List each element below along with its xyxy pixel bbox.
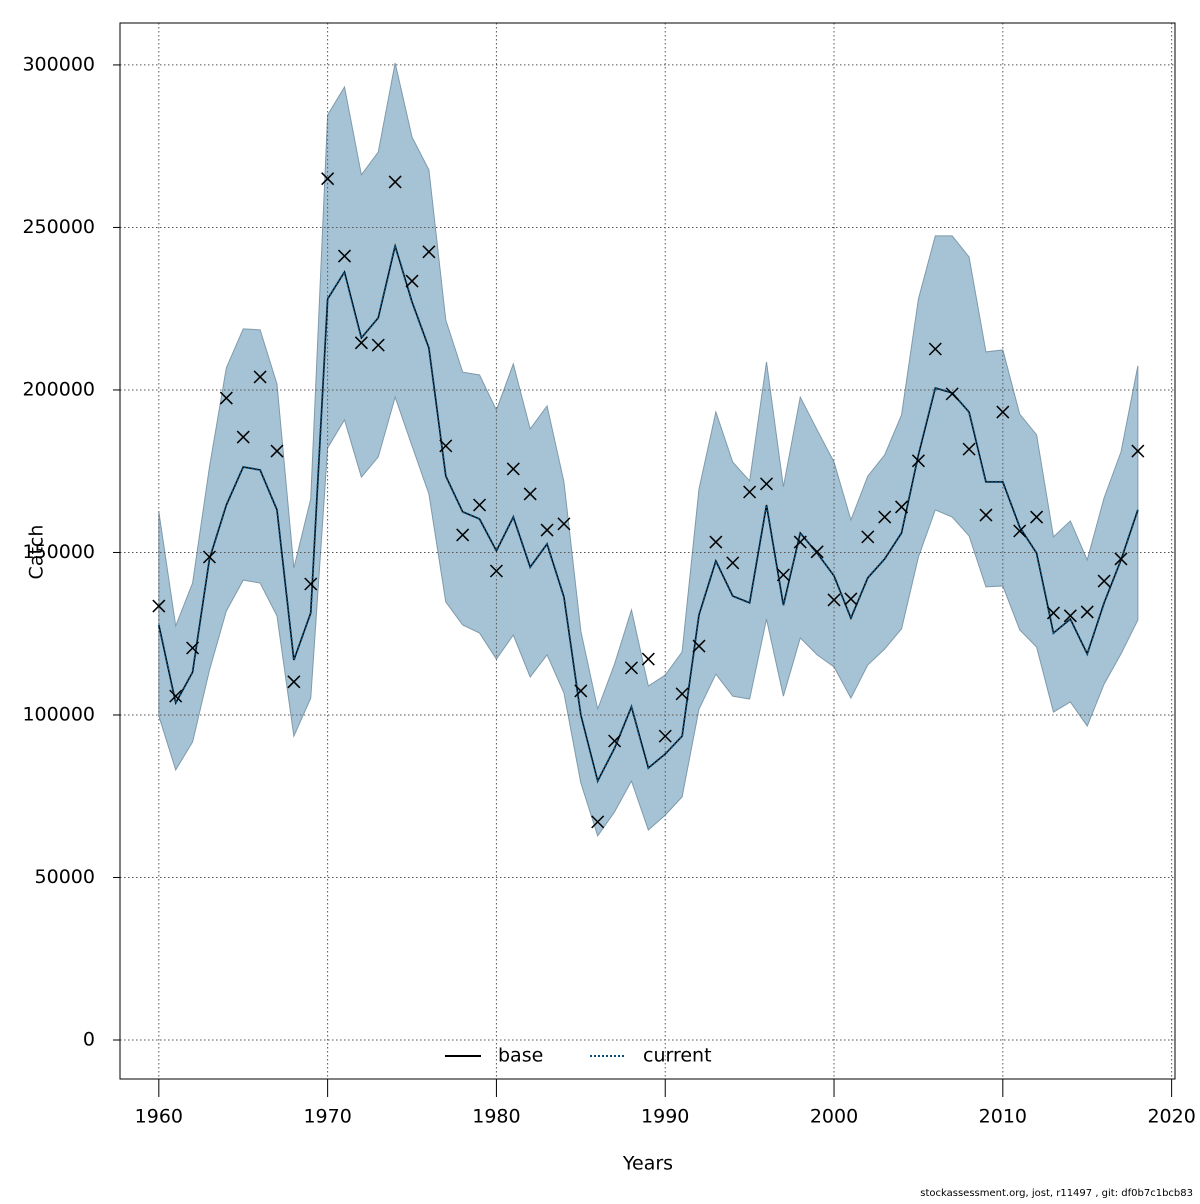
observed-point xyxy=(337,249,352,263)
observed-point xyxy=(793,535,807,549)
observed-point xyxy=(608,734,622,748)
y-tick-label: 300000 xyxy=(22,53,95,75)
observed-point xyxy=(354,336,368,350)
observed-point xyxy=(641,652,655,666)
x-tick-label: 1960 xyxy=(135,1106,183,1128)
observed-point xyxy=(658,729,672,743)
y-tick-label: 50000 xyxy=(35,866,95,888)
x-tick-label: 2020 xyxy=(1147,1106,1195,1128)
y-axis-title: Catch xyxy=(26,525,48,580)
observed-point xyxy=(219,391,233,405)
observed-point xyxy=(911,454,925,468)
observed-point xyxy=(776,568,790,582)
observed-point xyxy=(861,530,875,544)
observed-point xyxy=(169,689,183,703)
observed-point xyxy=(928,342,942,356)
observed-point xyxy=(675,687,689,701)
observed-point xyxy=(1030,510,1044,524)
observed-point xyxy=(1114,552,1128,566)
observed-point xyxy=(1097,574,1111,588)
observed-point xyxy=(456,528,470,542)
observed-point xyxy=(557,517,571,531)
x-axis-title: Years xyxy=(622,1153,673,1175)
observed-point xyxy=(439,439,453,453)
observed-point xyxy=(1046,606,1060,620)
observed-point xyxy=(827,593,841,607)
x-tick-label: 2010 xyxy=(979,1106,1027,1128)
observed-point xyxy=(726,556,740,570)
observed-point xyxy=(388,175,402,189)
plot-frame xyxy=(119,22,1176,1080)
observed-point xyxy=(979,508,993,522)
observed-point xyxy=(523,487,537,501)
y-tick-label: 200000 xyxy=(22,378,95,400)
y-tick-label: 150000 xyxy=(22,541,95,563)
observed-point xyxy=(759,477,774,491)
observed-point xyxy=(473,498,487,512)
observed-point xyxy=(506,462,520,476)
observed-point xyxy=(743,485,757,499)
observed-point xyxy=(540,523,554,537)
observed-point xyxy=(574,684,588,698)
x-tick-label: 1970 xyxy=(303,1106,351,1128)
observed-point xyxy=(287,675,301,689)
observed-point xyxy=(591,815,605,829)
observed-point xyxy=(186,641,200,655)
observed-point xyxy=(152,599,166,613)
observed-point xyxy=(810,545,824,559)
observed-point xyxy=(321,172,335,186)
y-tick-label: 0 xyxy=(83,1028,95,1050)
observed-point xyxy=(1080,605,1094,619)
observed-point xyxy=(692,639,706,653)
observed-point xyxy=(844,592,858,606)
observed-point xyxy=(304,577,318,591)
observed-point xyxy=(709,535,723,549)
observed-point xyxy=(422,245,436,259)
observed-point xyxy=(624,661,638,675)
x-tick-label: 2000 xyxy=(810,1106,858,1128)
observed-point xyxy=(405,274,419,288)
confidence-band xyxy=(158,62,1139,837)
legend-label: current xyxy=(643,1045,712,1067)
y-tick-label: 100000 xyxy=(22,703,95,725)
observed-point xyxy=(945,387,959,401)
observed-point xyxy=(270,444,284,458)
x-tick-label: 1990 xyxy=(641,1106,689,1128)
legend-label: base xyxy=(498,1045,543,1067)
observed-point xyxy=(962,442,976,456)
series-line xyxy=(157,242,1139,784)
observed-point xyxy=(236,430,250,444)
observed-point xyxy=(1013,524,1027,538)
observed-point xyxy=(489,564,503,578)
observed-point xyxy=(878,510,892,524)
observed-point xyxy=(1131,444,1145,458)
observed-point xyxy=(371,338,385,352)
y-tick-label: 250000 xyxy=(22,216,95,238)
observed-point xyxy=(202,550,216,564)
footer: stockassessment.org, jost, r11497 , git:… xyxy=(920,1188,1193,1199)
observed-point xyxy=(895,500,909,514)
observed-point xyxy=(1063,609,1077,623)
observed-point xyxy=(253,370,267,384)
x-tick-label: 1980 xyxy=(472,1106,520,1128)
observed-point xyxy=(996,405,1010,419)
